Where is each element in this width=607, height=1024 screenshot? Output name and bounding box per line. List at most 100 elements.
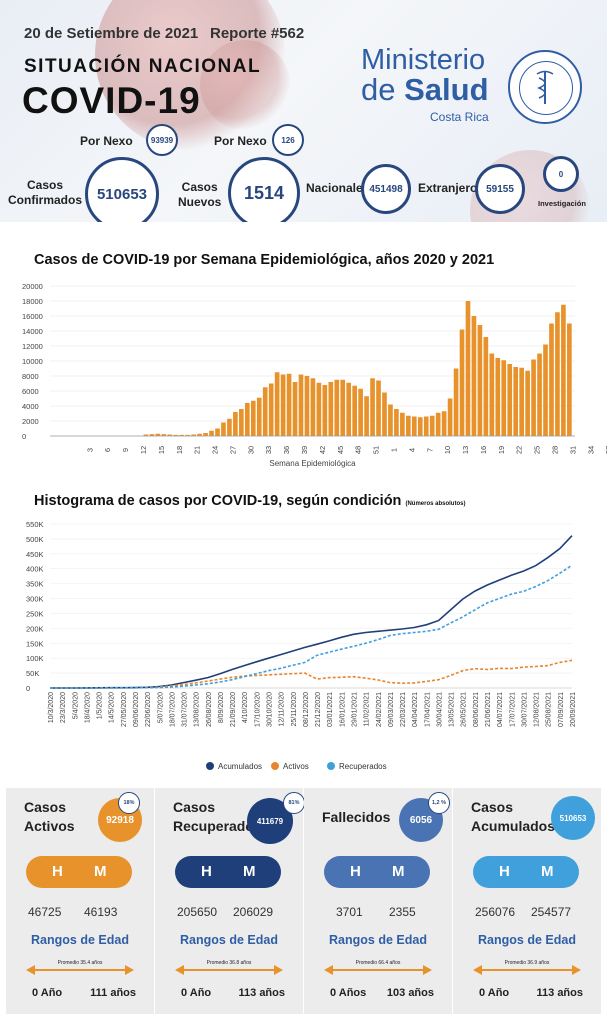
chart1-bar <box>358 388 363 436</box>
panel-title: Fallecidos <box>322 808 390 827</box>
chart1-bar <box>513 367 519 436</box>
chart1-bar <box>555 312 560 436</box>
virus-illustration <box>95 0 285 150</box>
series-line-acumulados <box>50 535 573 689</box>
panel-gender-pill: H M <box>473 856 579 888</box>
chart1-bar <box>406 415 411 436</box>
chart1-y-tick: 8000 <box>22 372 39 381</box>
chart2-y-tick: 450K <box>26 550 44 559</box>
chart1-bar <box>417 417 423 436</box>
chart2-x-tick: 13/05/2021 <box>449 692 456 727</box>
chart2-x-tick: 18/4/2020 <box>84 692 91 723</box>
chart2-x-tick: 14/5/2020 <box>109 692 116 723</box>
chart1-x-tick: 10 <box>443 446 452 454</box>
chart1-title: Casos de COVID-19 por Semana Epidemiológ… <box>34 252 495 268</box>
chart1-bar <box>310 378 316 436</box>
chart1-bar <box>155 433 161 436</box>
chart2-x-tick: 20/09/2021 <box>570 692 577 727</box>
double-arrow-icon <box>26 965 134 975</box>
chart2-x-tick: 12/08/2021 <box>534 692 541 727</box>
chart1-x-tick: 24 <box>211 446 220 454</box>
chart2-x-tick: 4/10/2020 <box>242 692 249 723</box>
panel-age-max: 113 años <box>238 987 285 999</box>
chart1-x-tick: 9 <box>121 448 130 452</box>
double-arrow-icon <box>473 965 581 975</box>
chart1-bar <box>507 364 513 436</box>
panel-m-value: 46193 <box>84 905 118 919</box>
chart1-bar <box>549 323 554 436</box>
chart2-x-tick: 26/08/2020 <box>206 692 213 727</box>
chart2-title-text: Histograma de casos por COVID-19, según … <box>34 493 402 509</box>
virus-illustration-small <box>200 40 290 130</box>
chart1-bar <box>197 433 202 436</box>
chart1-x-tick: 27 <box>228 446 237 454</box>
double-arrow-icon <box>324 965 432 975</box>
chart2-y-tick: 0 <box>26 684 30 693</box>
chart2-x-tick: 18/07/2020 <box>169 692 176 727</box>
chart2-x-tick: 16/01/2021 <box>339 692 346 727</box>
chart1-x-tick: 45 <box>336 446 345 454</box>
chart2-x-tick: 25/08/2021 <box>546 692 553 727</box>
chart1-y-tick: 2000 <box>22 417 39 426</box>
chart1-y-tick: 16000 <box>22 312 43 321</box>
casos-confirmados-bubble: 510653 <box>85 157 159 222</box>
chart1-bar <box>262 387 268 436</box>
ministerio-logo-line1: Ministerio <box>361 44 486 76</box>
chart2-x-tick: 5/07/2020 <box>157 692 164 723</box>
chart2-x-tick: 27/05/2020 <box>121 692 128 727</box>
chart1-bar <box>477 325 483 436</box>
chart1-x-tick: 16 <box>479 446 488 454</box>
legend-label-recuperados: Recuperados <box>339 762 387 771</box>
gender-h-label: H <box>201 863 212 880</box>
chart1-bar <box>280 374 286 436</box>
chart1-x-tick: 7 <box>425 448 434 452</box>
chart1-bar <box>501 360 507 436</box>
chart2-y-tick: 550K <box>26 520 44 529</box>
chart2-x-tick: 04/07/2021 <box>497 692 504 727</box>
double-arrow-icon <box>175 965 283 975</box>
extranjeros-bubble: 59155 <box>475 164 525 214</box>
chart1-x-tick: 18 <box>175 446 184 454</box>
panel-activos: Casos Activos 92918 18% H M 46725 46193 R… <box>6 788 154 1014</box>
gender-h-label: H <box>499 863 510 880</box>
chart1-bar <box>239 409 244 436</box>
panel-age-min: 0 Año <box>181 987 212 999</box>
chart1-x-tick: 15 <box>157 446 166 454</box>
panel-value-circle: 510653 <box>551 796 595 840</box>
panel-gender-pill: H M <box>175 856 281 888</box>
gender-m-label: M <box>541 863 554 880</box>
ministerio-salud: Salud <box>404 72 489 107</box>
chart1-bar <box>525 370 530 436</box>
chart1-x-tick: 34 <box>586 446 595 454</box>
chart1-bar <box>435 412 441 436</box>
chart1-bar <box>370 378 375 436</box>
panel-promedio: Promedio 36.9 años <box>504 960 550 966</box>
chart2-x-tick: 8/09/2020 <box>218 692 225 723</box>
legend-marker-recuperados <box>327 762 335 770</box>
chart1-bar <box>382 392 387 436</box>
panel-age-min: 0 Años <box>330 987 367 999</box>
chart1-x-tick: 3 <box>85 448 94 452</box>
chart1-bar <box>465 301 471 436</box>
chart2-x-tick: 17/10/2020 <box>254 692 261 727</box>
chart2-x-tick: 21/09/2020 <box>230 692 237 727</box>
chart1-bar <box>483 337 489 436</box>
panel-title-line1: Casos <box>471 799 514 815</box>
chart2-x-tick: 09/03/2021 <box>388 692 395 727</box>
chart1-bar <box>334 379 340 436</box>
panel-gender-pill: H M <box>324 856 430 888</box>
chart1-xlabel: Semana Epidemiológica <box>269 459 356 468</box>
chart1-bar <box>149 434 155 436</box>
panel-title-line2: Recuperados <box>173 818 262 834</box>
chart2-x-tick: 07/09/2021 <box>558 692 565 727</box>
panel-promedio: Promedio 66.4 años <box>355 960 401 966</box>
chart1-bar <box>221 422 226 436</box>
chart2-x-tick: 08/06/2021 <box>473 692 480 727</box>
chart1-bar <box>256 397 262 436</box>
chart2-x-tick: 21/12/2020 <box>315 692 322 727</box>
gender-m-label: M <box>243 863 256 880</box>
chart1-x-tick: 31 <box>568 446 577 454</box>
chart1-bar <box>489 353 495 436</box>
panel-promedio: Promedio 36.8 años <box>206 960 252 966</box>
chart1-x-tick: 1 <box>389 448 398 452</box>
